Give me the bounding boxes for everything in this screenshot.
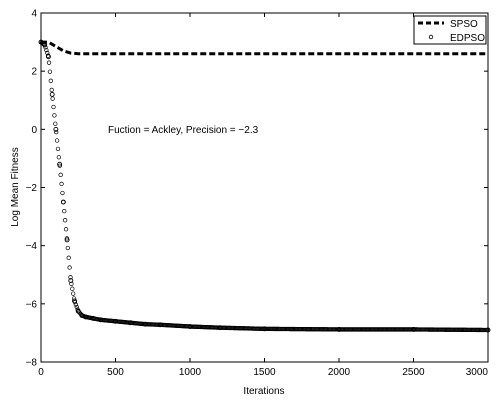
series-marker-edpso <box>45 50 50 56</box>
y-tick-label: −4 <box>26 241 38 252</box>
x-axis-label: Iterations <box>243 386 284 397</box>
series-marker-edpso <box>52 113 57 118</box>
series-marker-edpso <box>53 121 58 126</box>
series-marker-edpso <box>43 45 48 50</box>
series-marker-edpso <box>75 307 80 312</box>
series-line-spso <box>41 40 488 56</box>
y-tick-label: 4 <box>31 9 37 20</box>
legend-box <box>413 15 487 45</box>
x-tick-label: 2500 <box>402 367 425 378</box>
x-tick-label: 2000 <box>328 367 351 378</box>
series-marker-edpso <box>54 138 60 143</box>
x-tick-label: 3000 <box>466 367 489 378</box>
series-marker-edpso <box>54 129 59 135</box>
x-tick-label: 0 <box>38 367 44 378</box>
y-tick-label: 2 <box>31 67 37 78</box>
series-marker-edpso <box>42 42 47 48</box>
series-marker-edpso <box>50 96 55 101</box>
data-point-edpso <box>57 161 63 167</box>
series-marker-edpso <box>47 69 53 74</box>
y-tick-label: 0 <box>31 125 37 136</box>
data-point-edpso <box>53 126 59 132</box>
x-tick-label: 1500 <box>253 367 276 378</box>
series-marker-edpso <box>44 47 49 53</box>
series-marker-edpso <box>73 302 79 307</box>
legend-label-edpso: EDPSO <box>450 33 485 44</box>
series-marker-edpso <box>61 199 66 205</box>
series-marker-edpso <box>62 218 68 223</box>
y-tick-label: −2 <box>26 183 38 194</box>
series-marker-edpso <box>49 87 54 93</box>
series-marker-edpso <box>58 172 63 177</box>
legend-label-spso: SPSO <box>450 19 478 30</box>
series-marker-edpso <box>71 291 76 296</box>
series-marker-edpso <box>63 227 69 232</box>
series-marker-edpso <box>55 146 61 152</box>
x-tick-label: 1000 <box>179 367 202 378</box>
series-marker-edpso <box>46 60 52 65</box>
series-marker-edpso <box>51 104 56 110</box>
series-marker-edpso <box>72 299 78 305</box>
axis-ticks: 0 500 1000 1500 2000 2500 3000 −8 −6 −4 −2 0 2 4 <box>26 9 489 378</box>
annotation-text: Fuction = Ackley, Precision = −2.3 <box>108 125 259 136</box>
series-marker-edpso <box>70 286 75 291</box>
series-marker-edpso <box>66 255 71 260</box>
series-layer <box>38 39 491 333</box>
x-tick-label: 500 <box>107 367 124 378</box>
y-axis-label: Log Mean Fitness <box>10 147 21 227</box>
plot-area <box>40 12 489 363</box>
series-marker-edpso <box>59 181 64 187</box>
series-marker-edpso <box>67 265 72 270</box>
series-marker-edpso <box>62 208 67 214</box>
series-marker-edpso <box>41 42 46 47</box>
series-marker-edpso <box>65 245 70 251</box>
legend: SPSO EDPSO <box>413 15 487 45</box>
series-marker-edpso <box>60 190 65 196</box>
data-point-edpso <box>49 91 55 97</box>
y-tick-label: −8 <box>26 358 38 369</box>
data-point-edpso <box>64 237 70 243</box>
series-marker-edpso <box>69 281 74 286</box>
series-marker-edpso <box>68 275 73 280</box>
series-marker-edpso <box>46 53 51 58</box>
series-marker-edpso <box>56 155 62 160</box>
legend-swatch-edpso <box>428 34 434 40</box>
series-marker-edpso <box>485 327 491 333</box>
y-tick-label: −6 <box>26 299 38 310</box>
series-marker-edpso <box>57 163 62 168</box>
series-marker-edpso <box>74 304 79 310</box>
data-point-edpso <box>68 278 74 284</box>
series-marker-edpso <box>48 78 53 83</box>
series-marker-edpso <box>64 236 70 241</box>
